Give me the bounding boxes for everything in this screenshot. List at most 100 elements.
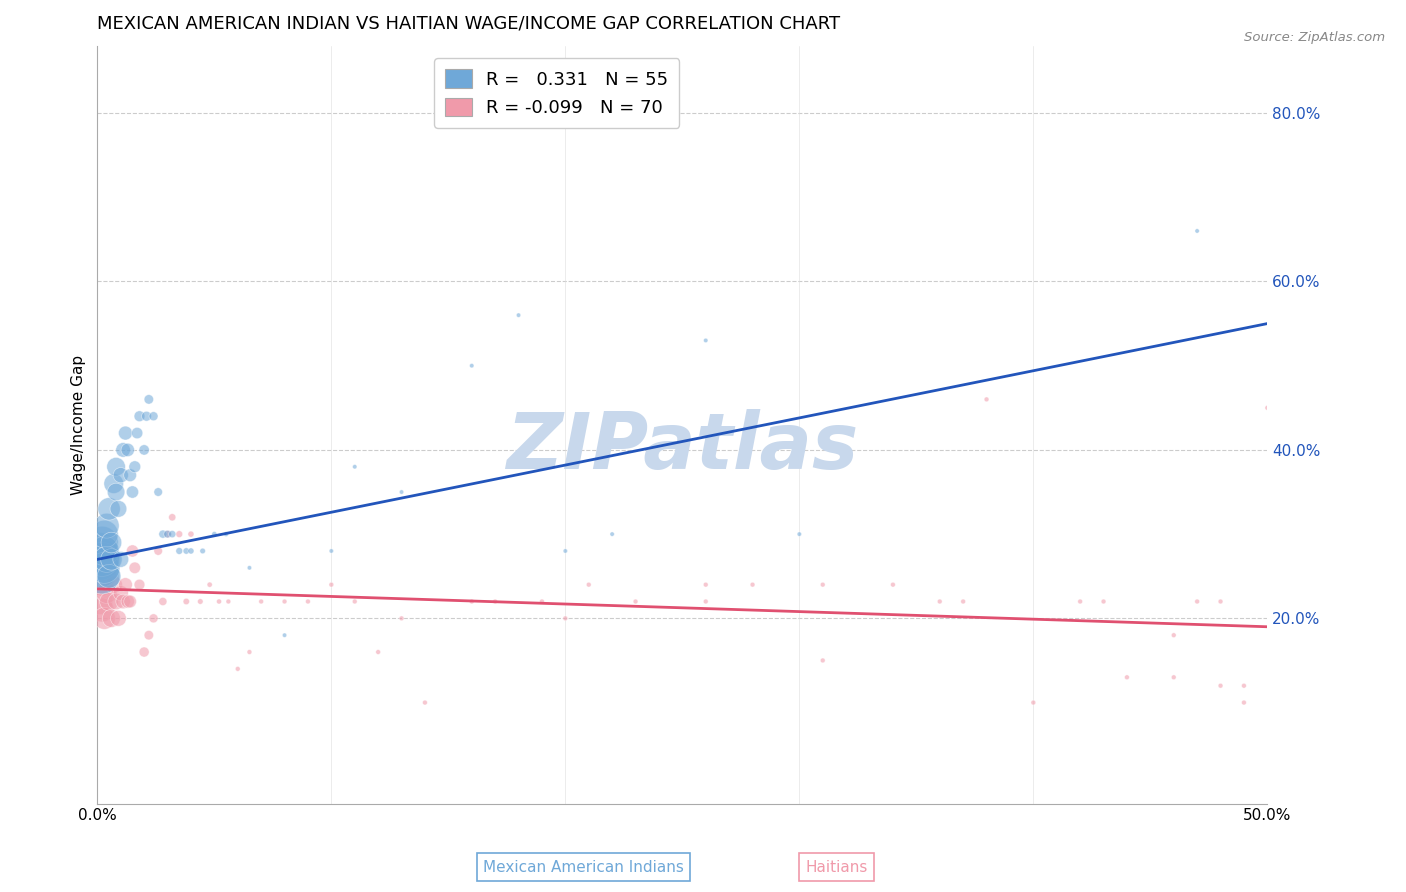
Point bbox=[174, 544, 197, 558]
Point bbox=[91, 577, 114, 591]
Point bbox=[160, 510, 183, 524]
Point bbox=[100, 535, 122, 549]
Point bbox=[117, 594, 139, 608]
Point bbox=[391, 485, 413, 500]
Point bbox=[93, 561, 115, 575]
Point bbox=[343, 459, 366, 474]
Point bbox=[167, 544, 190, 558]
Point bbox=[124, 459, 146, 474]
Point bbox=[112, 594, 135, 608]
Point bbox=[110, 552, 132, 566]
Legend: R =   0.331   N = 55, R = -0.099   N = 70: R = 0.331 N = 55, R = -0.099 N = 70 bbox=[434, 59, 679, 128]
Point bbox=[238, 645, 260, 659]
Point bbox=[98, 594, 121, 608]
Point bbox=[93, 527, 115, 541]
Point bbox=[128, 409, 150, 424]
Point bbox=[114, 577, 136, 591]
Point bbox=[107, 501, 129, 516]
Point bbox=[89, 594, 111, 608]
Point bbox=[1069, 594, 1091, 608]
Point bbox=[107, 611, 129, 625]
Point bbox=[180, 544, 202, 558]
Point bbox=[413, 696, 436, 710]
Point bbox=[91, 569, 114, 583]
Point bbox=[156, 527, 179, 541]
Point bbox=[156, 527, 179, 541]
Point bbox=[882, 577, 904, 591]
Point bbox=[167, 527, 190, 541]
Point bbox=[188, 594, 211, 608]
Point bbox=[93, 611, 115, 625]
Point bbox=[142, 409, 165, 424]
Point bbox=[578, 577, 600, 591]
Point bbox=[96, 552, 118, 566]
Point bbox=[142, 611, 165, 625]
Point bbox=[976, 392, 998, 407]
Point bbox=[134, 442, 156, 457]
Point bbox=[1163, 670, 1185, 684]
Point bbox=[128, 577, 150, 591]
Point bbox=[202, 527, 225, 541]
Point bbox=[238, 561, 260, 575]
Point bbox=[952, 594, 974, 608]
Point bbox=[1233, 696, 1256, 710]
Point bbox=[91, 535, 114, 549]
Point bbox=[93, 544, 115, 558]
Point bbox=[103, 476, 125, 491]
Point bbox=[127, 425, 149, 440]
Point bbox=[103, 577, 125, 591]
Point bbox=[124, 561, 146, 575]
Point bbox=[1233, 679, 1256, 693]
Point bbox=[100, 552, 122, 566]
Point bbox=[105, 485, 128, 500]
Point bbox=[215, 527, 238, 541]
Point bbox=[1209, 594, 1232, 608]
Point bbox=[789, 527, 811, 541]
Point bbox=[138, 392, 160, 407]
Point bbox=[1163, 628, 1185, 642]
Point bbox=[120, 594, 142, 608]
Point bbox=[110, 468, 132, 483]
Point bbox=[160, 527, 183, 541]
Text: Source: ZipAtlas.com: Source: ZipAtlas.com bbox=[1244, 31, 1385, 45]
Point bbox=[100, 611, 122, 625]
Point bbox=[117, 442, 139, 457]
Point bbox=[152, 527, 174, 541]
Point bbox=[811, 577, 834, 591]
Point bbox=[1209, 679, 1232, 693]
Point bbox=[273, 628, 295, 642]
Point bbox=[343, 594, 366, 608]
Point bbox=[91, 603, 114, 617]
Point bbox=[600, 527, 623, 541]
Point bbox=[624, 594, 647, 608]
Point bbox=[695, 577, 717, 591]
Point bbox=[191, 544, 214, 558]
Point bbox=[811, 653, 834, 667]
Text: Mexican American Indians: Mexican American Indians bbox=[484, 860, 683, 874]
Point bbox=[134, 645, 156, 659]
Point bbox=[198, 577, 221, 591]
Point bbox=[110, 586, 132, 600]
Point bbox=[121, 544, 143, 558]
Point bbox=[928, 594, 950, 608]
Point bbox=[89, 544, 111, 558]
Point bbox=[148, 544, 170, 558]
Y-axis label: Wage/Income Gap: Wage/Income Gap bbox=[72, 355, 86, 495]
Point bbox=[695, 594, 717, 608]
Point bbox=[1092, 594, 1115, 608]
Point bbox=[138, 628, 160, 642]
Point bbox=[1185, 594, 1208, 608]
Text: ZIPatlas: ZIPatlas bbox=[506, 409, 859, 485]
Point bbox=[98, 569, 121, 583]
Point bbox=[98, 501, 121, 516]
Point bbox=[89, 561, 111, 575]
Point bbox=[120, 468, 142, 483]
Point bbox=[297, 594, 319, 608]
Point bbox=[508, 308, 530, 322]
Point bbox=[1256, 401, 1278, 415]
Point bbox=[105, 459, 128, 474]
Point bbox=[105, 594, 128, 608]
Point bbox=[152, 594, 174, 608]
Point bbox=[174, 594, 197, 608]
Point bbox=[530, 594, 553, 608]
